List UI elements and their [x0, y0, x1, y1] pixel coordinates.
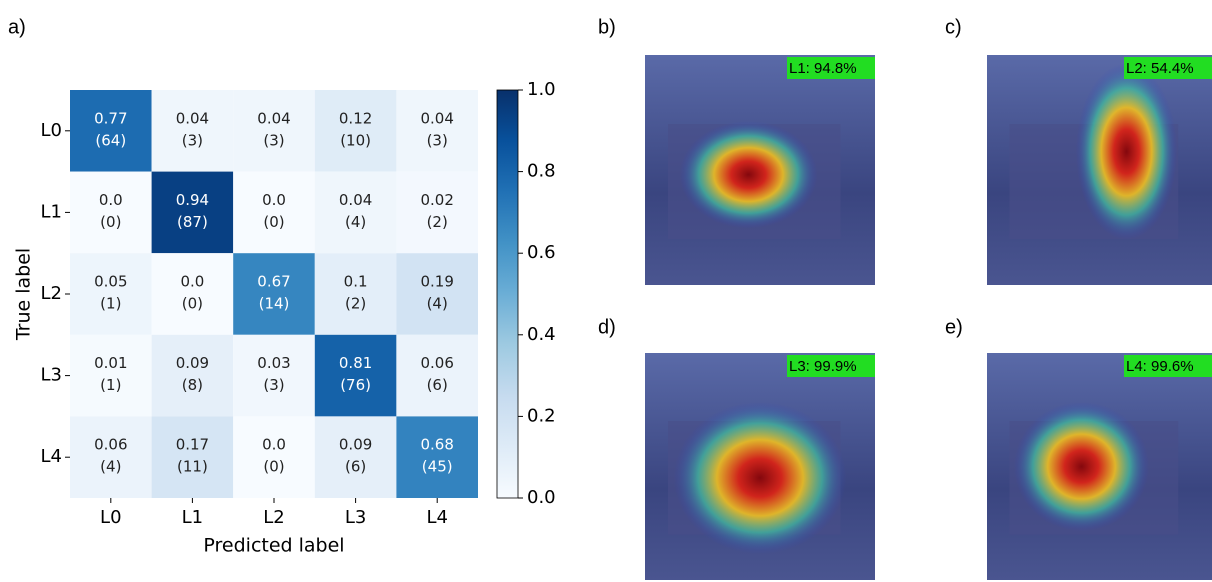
colorbar: [497, 90, 518, 498]
cell-value: 0.06: [420, 354, 453, 372]
cell-count: (6): [345, 458, 366, 476]
cell-value: 0.94: [176, 191, 209, 209]
cell-value: 0.03: [257, 354, 290, 372]
cell-value: 0.04: [257, 109, 290, 127]
heatmap-image: L1: 94.8%: [645, 55, 875, 285]
panel-label: e): [945, 316, 963, 338]
cell-value: 0.81: [339, 354, 372, 372]
cell-count: (0): [182, 295, 203, 313]
cell-value: 0.19: [420, 273, 453, 291]
cell-count: (1): [100, 295, 121, 313]
cell-count: (2): [345, 295, 366, 313]
cell-count: (1): [100, 376, 121, 394]
cell-count: (2): [427, 213, 448, 231]
cell-count: (0): [100, 213, 121, 231]
cell-value: 0.0: [180, 273, 204, 291]
cell-value: 0.68: [420, 436, 453, 454]
cell-value: 0.04: [420, 109, 453, 127]
panel-label: c): [945, 16, 962, 38]
y-tick-label: L3: [41, 365, 62, 386]
colorbar-tick-label: 0.4: [527, 324, 556, 345]
attention: [1076, 63, 1177, 240]
x-tick-label: L0: [100, 507, 121, 528]
colorbar-tick-label: 0.2: [527, 405, 556, 426]
attention: [680, 121, 818, 229]
cell-count: (8): [182, 376, 203, 394]
x-tick-label: L2: [263, 507, 284, 528]
cell-value: 0.04: [176, 109, 209, 127]
cell-count: (11): [177, 458, 208, 476]
cell-count: (45): [422, 458, 453, 476]
cell-count: (4): [345, 213, 366, 231]
cell-value: 0.05: [94, 273, 127, 291]
x-tick-label: L1: [182, 507, 203, 528]
cell-count: (0): [263, 458, 284, 476]
badge-label: L4: 99.6%: [1126, 358, 1194, 375]
cell-value: 0.1: [344, 273, 368, 291]
heatmap-image: L2: 54.4%: [987, 55, 1212, 285]
cell-value: 0.06: [94, 436, 127, 454]
cell-count: (4): [100, 458, 121, 476]
heatmap-image: L3: 99.9%: [645, 353, 875, 580]
cell-value: 0.02: [420, 191, 453, 209]
figure: a) b) c) d) e) 0.77 (64) 0.04 (3) 0.04 (3) 0.12 (10)…: [0, 0, 1212, 582]
cell-count: (76): [340, 376, 371, 394]
cell-count: (10): [340, 131, 371, 149]
cell-value: 0.12: [339, 109, 372, 127]
cell-count: (3): [427, 131, 448, 149]
colorbar-tick-label: 0.0: [527, 487, 556, 508]
panel-label: b): [598, 16, 616, 38]
cell-count: (0): [263, 213, 284, 231]
x-tick-label: L4: [426, 507, 447, 528]
y-tick-label: L2: [41, 283, 62, 304]
cell-value: 0.09: [339, 436, 372, 454]
heatmap-image: L4: 99.6%: [987, 353, 1212, 580]
cell-value: 0.01: [94, 354, 127, 372]
y-tick-label: L1: [41, 201, 62, 222]
cell-value: 0.0: [262, 436, 286, 454]
y-axis-label: True label: [13, 248, 35, 341]
cell-value: 0.04: [339, 191, 372, 209]
panel-label: a): [8, 16, 26, 38]
x-tick-label: L3: [345, 507, 366, 528]
cell-count: (3): [263, 131, 284, 149]
cell-value: 0.77: [94, 109, 127, 127]
cell-count: (3): [263, 376, 284, 394]
badge-label: L3: 99.9%: [789, 358, 857, 375]
cell-count: (6): [427, 376, 448, 394]
cell-value: 0.17: [176, 436, 209, 454]
cell-value: 0.67: [257, 273, 290, 291]
attention: [1014, 402, 1149, 531]
cell-value: 0.0: [99, 191, 123, 209]
colorbar-tick-label: 0.8: [527, 161, 556, 182]
cell-count: (3): [182, 131, 203, 149]
x-axis-label: Predicted label: [203, 535, 344, 557]
cell-count: (4): [427, 295, 448, 313]
panel-label: d): [598, 316, 616, 338]
colorbar-tick-label: 0.6: [527, 242, 556, 263]
cell-value: 0.0: [262, 191, 286, 209]
y-tick-label: L4: [41, 446, 62, 467]
cell-value: 0.09: [176, 354, 209, 372]
y-tick-label: L0: [41, 120, 62, 141]
cell-count: (14): [259, 295, 290, 313]
cell-count: (87): [177, 213, 208, 231]
badge-label: L1: 94.8%: [789, 60, 857, 77]
cell-count: (64): [95, 131, 126, 149]
badge-label: L2: 54.4%: [1126, 60, 1194, 77]
attention: [674, 402, 847, 554]
colorbar-tick-label: 1.0: [527, 79, 556, 100]
